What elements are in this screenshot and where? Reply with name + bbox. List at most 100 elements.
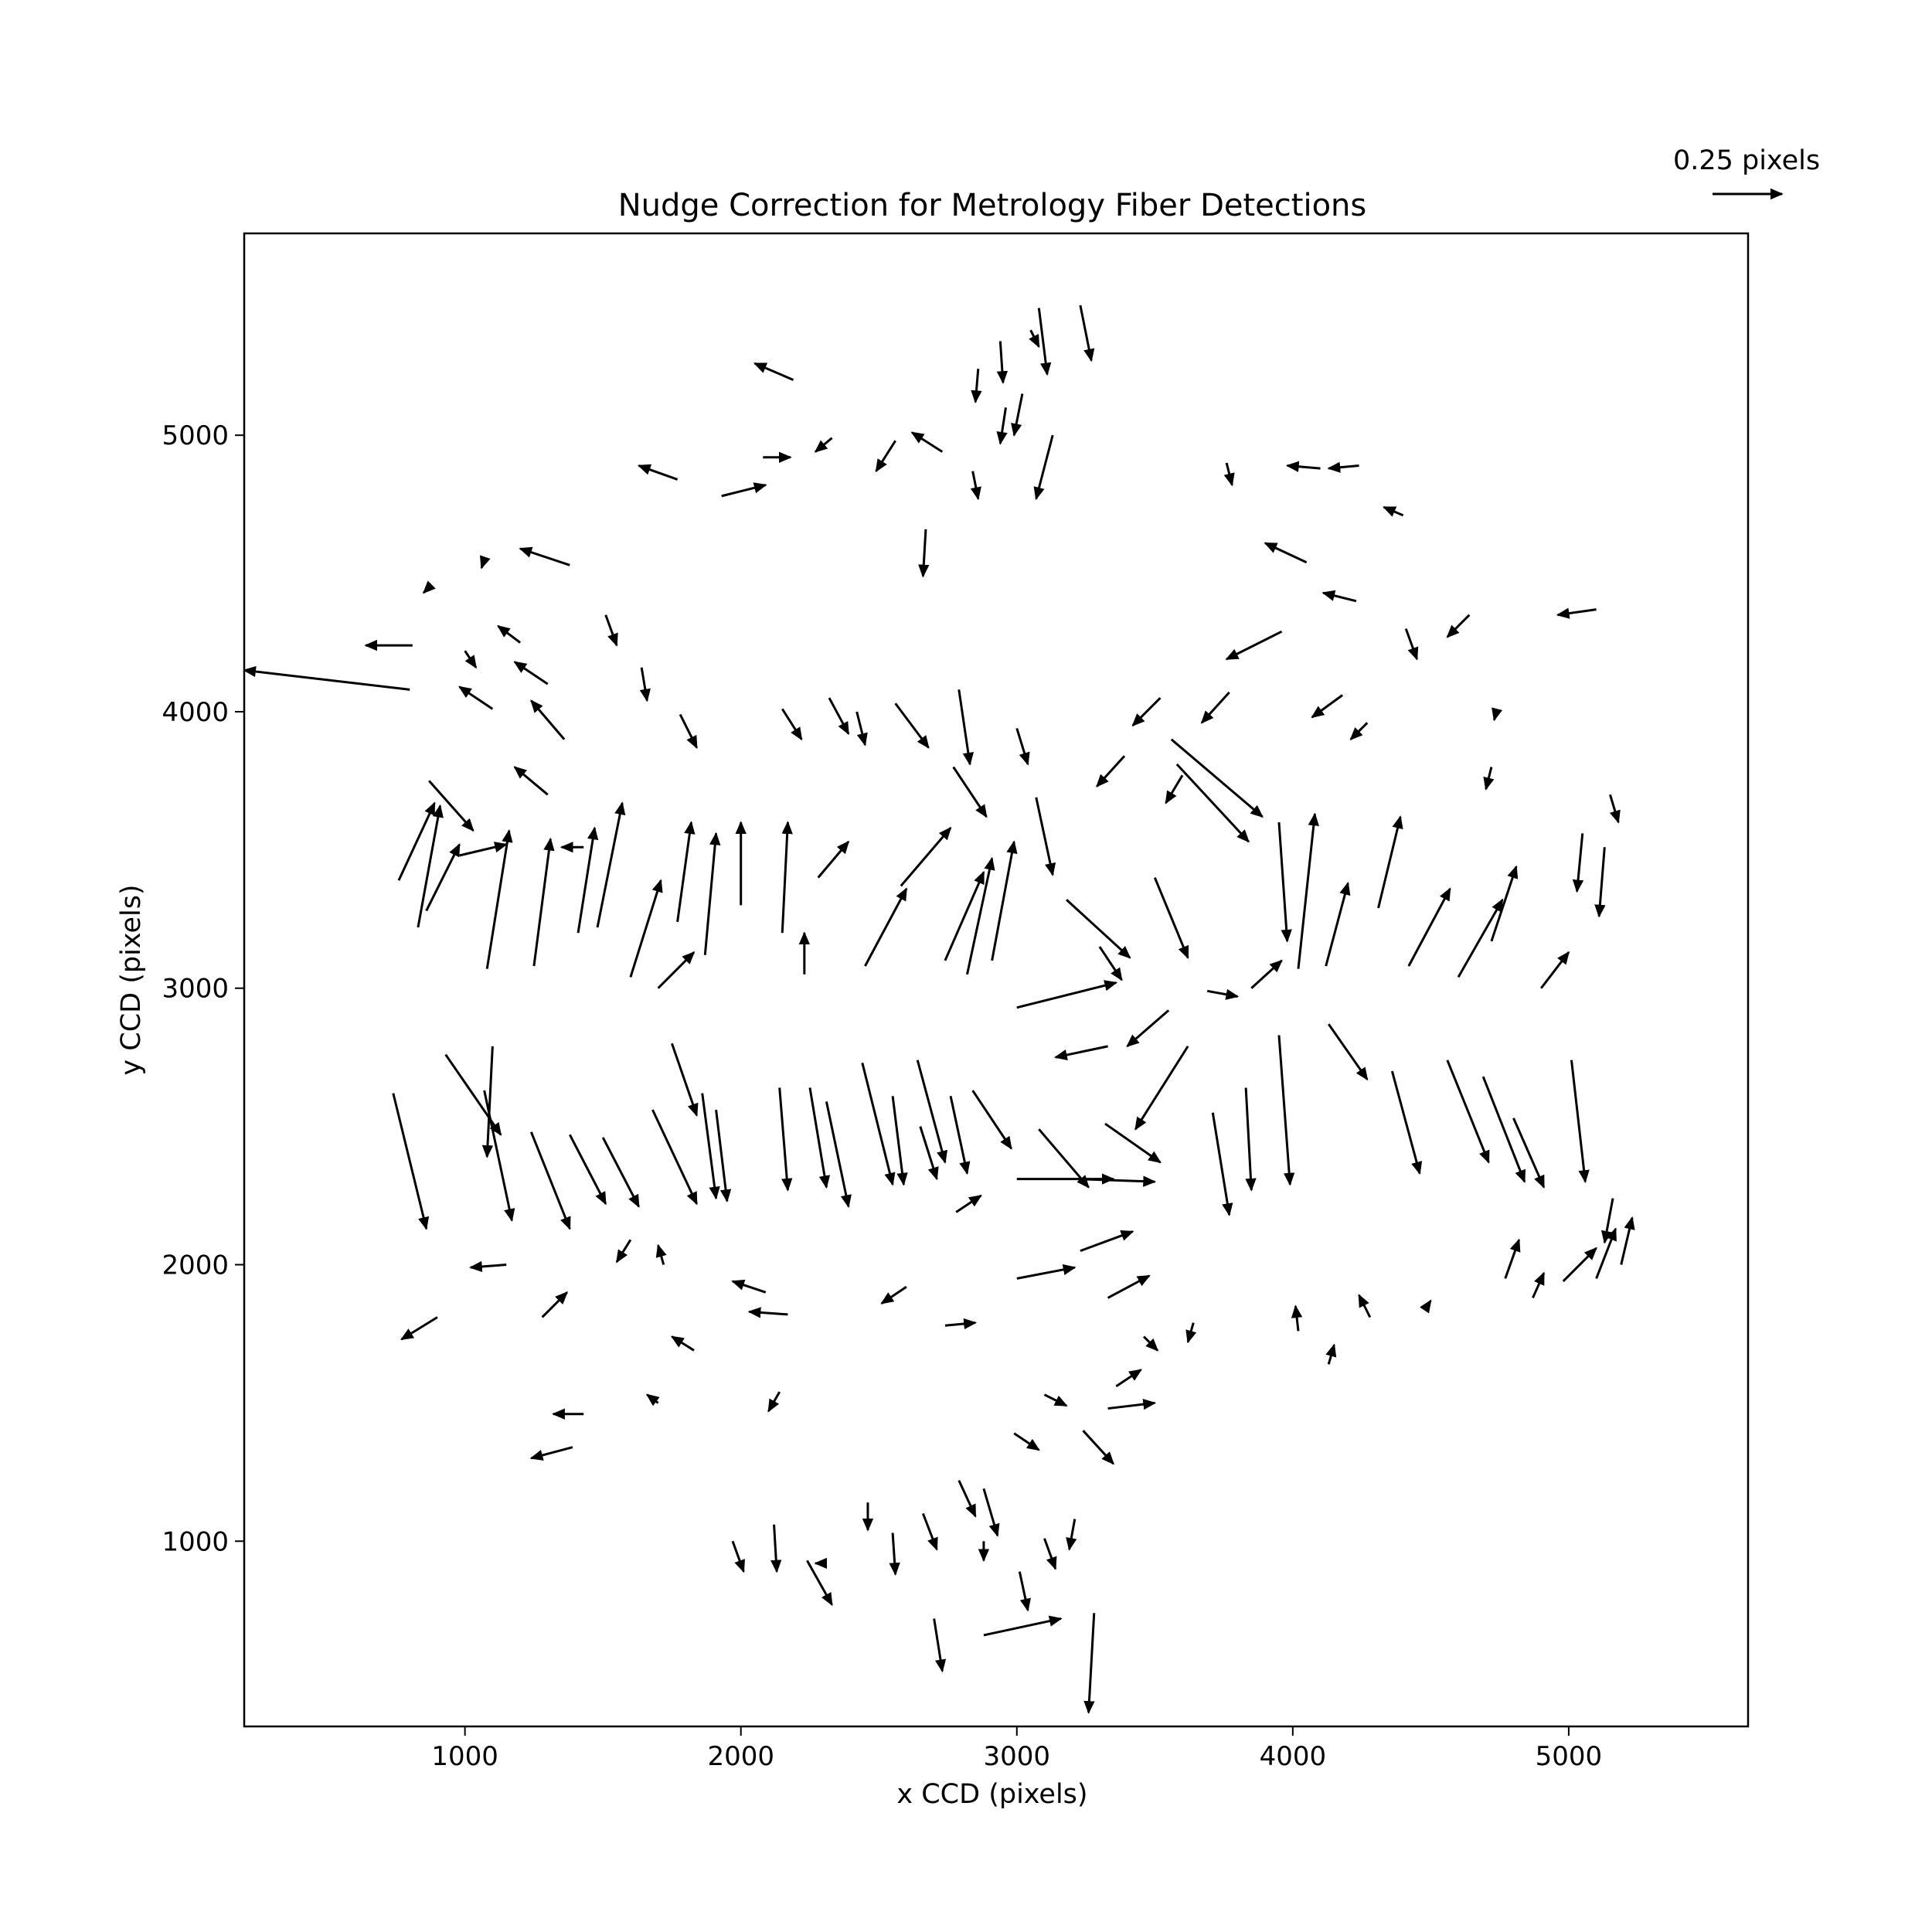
nudge-vector-arrow: [944, 870, 985, 961]
nudge-vector-arrow: [1358, 1294, 1372, 1318]
nudge-vector-arrow: [1492, 707, 1503, 722]
nudge-vector-arrow: [1066, 1519, 1077, 1551]
nudge-vector-arrow: [731, 1540, 745, 1573]
nudge-vector-arrow: [1349, 722, 1369, 741]
nudge-vector-arrow: [1206, 988, 1240, 1000]
nudge-vector-arrow: [1185, 1322, 1197, 1344]
nudge-vector-arrow: [1223, 462, 1235, 487]
nudge-vector-arrow: [497, 624, 521, 644]
nudge-vector-arrow: [1297, 812, 1319, 969]
nudge-vector-arrow: [483, 1090, 515, 1223]
nudge-vector-arrow: [910, 431, 944, 453]
nudge-vector-arrow: [604, 614, 618, 647]
nudge-vector-arrow: [817, 840, 850, 879]
nudge-vector-arrow: [1107, 1274, 1151, 1299]
nudge-vector-arrow: [971, 1090, 1012, 1150]
nudge-vector-arrow: [1066, 899, 1131, 959]
nudge-vector-arrow: [417, 804, 444, 928]
nudge-vector-arrow: [513, 661, 549, 685]
x-axis-label: x CCD (pixels): [896, 1779, 1087, 1810]
nudge-vector-arrow: [481, 1046, 494, 1158]
nudge-vector-arrow: [715, 1109, 732, 1203]
nudge-vector-arrow: [1098, 946, 1123, 981]
nudge-vector-arrow: [1446, 1060, 1490, 1164]
nudge-vector-arrow: [1211, 1112, 1233, 1216]
nudge-vector-arrow: [1601, 1198, 1614, 1244]
nudge-vector-arrow: [955, 1194, 982, 1213]
nudge-vector-arrow: [425, 843, 461, 912]
nudge-vector-arrow: [645, 1393, 660, 1406]
nudge-vector-arrow: [1620, 1216, 1635, 1265]
nudge-vector-arrow: [1082, 1430, 1114, 1465]
nudge-vector-arrow: [485, 829, 513, 969]
nudge-vector-arrow: [825, 1101, 852, 1209]
nudge-vector-arrow: [1483, 767, 1495, 791]
nudge-vector-arrow: [889, 1532, 900, 1577]
nudge-vector-arrow: [1107, 1399, 1157, 1410]
nudge-vector-arrow: [1321, 590, 1357, 603]
nudge-vector-arrow: [971, 369, 982, 404]
nudge-vector-arrow: [731, 1279, 767, 1294]
quiver-key-label: 0.25 pixels: [1673, 145, 1820, 176]
nudge-vector-arrow: [778, 1087, 793, 1192]
x-tick-label: 1000: [431, 1741, 498, 1772]
nudge-vector-arrow: [679, 713, 698, 750]
nudge-vector-arrow: [1311, 694, 1343, 719]
nudge-vector-arrow: [1170, 738, 1264, 818]
nudge-vector-arrow: [400, 1316, 438, 1341]
nudge-vector-arrow: [422, 580, 436, 594]
nudge-vector-arrow: [639, 667, 651, 702]
vector-field: [244, 304, 1635, 1714]
nudge-vector-arrow: [596, 801, 626, 928]
nudge-vector-arrow: [1595, 1227, 1617, 1279]
nudge-vector-arrow: [629, 879, 663, 978]
nudge-vector-arrow: [933, 1618, 947, 1673]
nudge-vector-arrow: [921, 1512, 938, 1551]
nudge-vector-arrow: [479, 555, 491, 570]
nudge-vector-arrow: [1015, 727, 1030, 766]
nudge-vector-arrow: [1035, 797, 1056, 876]
nudge-vector-arrow: [1512, 1117, 1546, 1189]
y-axis-label: y CCD (pixels): [116, 884, 147, 1075]
nudge-vector-arrow: [1018, 1571, 1031, 1612]
nudge-vector-arrow: [1377, 815, 1403, 909]
nudge-vector-arrow: [615, 1239, 632, 1264]
nudge-vector-arrow: [1104, 1122, 1162, 1164]
nudge-vector-arrow: [1016, 980, 1118, 1009]
nudge-vector-arrow: [428, 780, 474, 832]
nudge-vector-arrow: [1327, 461, 1359, 473]
nudge-vector-arrow: [530, 699, 566, 740]
nudge-vector-arrow: [513, 766, 549, 796]
y-tick-label: 1000: [162, 1526, 229, 1557]
nudge-vector-arrow: [1043, 1393, 1068, 1407]
nudge-vector-arrow: [1200, 691, 1230, 724]
nudge-vector-arrow: [767, 1391, 781, 1413]
nudge-vector-arrow: [1079, 304, 1095, 362]
nudge-vector-arrow: [1504, 1238, 1521, 1279]
nudge-vector-arrow: [982, 1488, 1000, 1537]
chart-title: Nudge Correction for Metrology Fiber Det…: [618, 188, 1366, 223]
nudge-vector-arrow: [1291, 1304, 1303, 1332]
nudge-vector-arrow: [1540, 951, 1570, 989]
nudge-vector-arrow: [952, 766, 988, 818]
nudge-vector-arrow: [957, 689, 975, 766]
x-tick-label: 5000: [1536, 1741, 1603, 1772]
nudge-vector-arrow: [1250, 959, 1283, 989]
nudge-vector-arrow: [1096, 755, 1126, 787]
nudge-vector-arrow: [1011, 393, 1024, 437]
nudge-vector-arrow: [459, 842, 508, 857]
nudge-vector-arrow: [996, 407, 1008, 445]
nudge-vector-arrow: [1033, 434, 1054, 501]
y-tick-label: 5000: [162, 420, 229, 451]
nudge-vector-arrow: [808, 1087, 831, 1189]
nudge-vector-arrow: [1446, 614, 1471, 638]
nudge-vector-arrow: [1556, 607, 1597, 619]
nudge-vector-arrow: [1080, 1230, 1134, 1253]
nudge-vector-arrow: [806, 1560, 833, 1607]
nudge-vector-arrow: [468, 1260, 507, 1273]
nudge-vector-arrow: [1404, 628, 1419, 661]
nudge-vector-arrow: [894, 702, 930, 749]
plot-frame: [243, 232, 1750, 1728]
nudge-vector-arrow: [244, 665, 410, 691]
nudge-vector-arrow: [397, 801, 436, 881]
